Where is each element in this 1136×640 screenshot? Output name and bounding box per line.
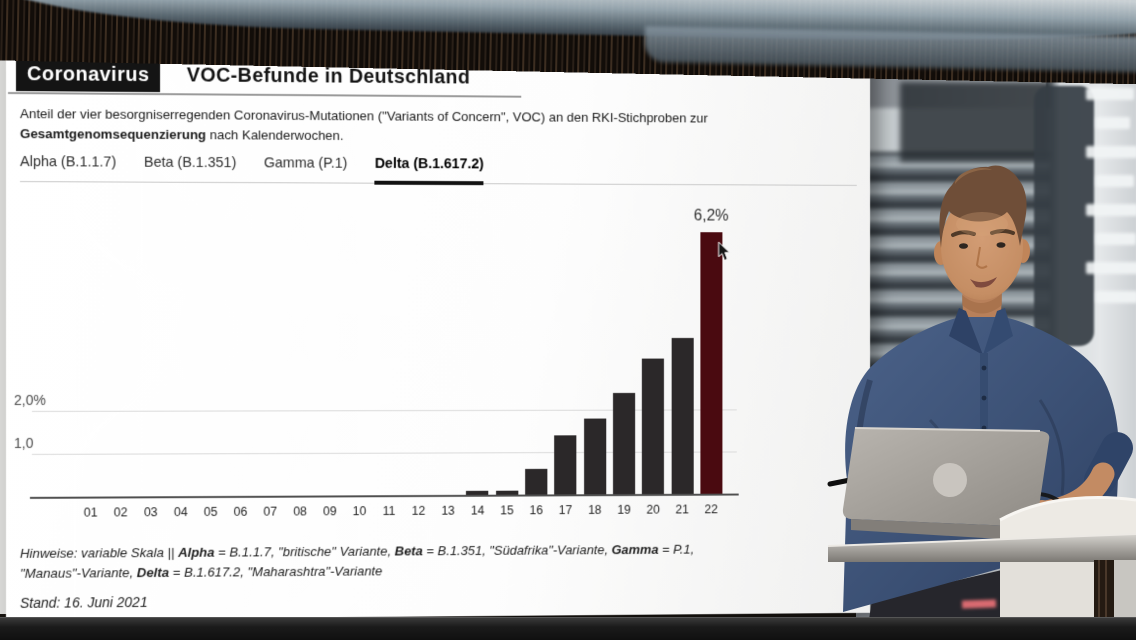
light-strip bbox=[1096, 117, 1130, 129]
footnote-text: Hinweise: variable Skala || bbox=[19, 544, 179, 561]
presenter-head bbox=[934, 165, 1030, 300]
x-tick-label: 14 bbox=[470, 503, 485, 518]
x-tick-label: 20 bbox=[646, 502, 660, 517]
light-strip bbox=[1086, 88, 1134, 100]
description-bold-term: Gesamtgenomsequenzierung bbox=[19, 125, 207, 142]
x-tick-label: 05 bbox=[203, 504, 218, 519]
red-marker bbox=[961, 599, 997, 609]
header-underline bbox=[7, 92, 522, 98]
bar-week-18 bbox=[583, 418, 606, 495]
x-tick-label: 09 bbox=[322, 504, 337, 519]
laptop bbox=[842, 427, 1050, 541]
light-strip bbox=[1086, 262, 1136, 274]
panel-left-edge bbox=[0, 56, 9, 614]
x-tick-label: 18 bbox=[588, 503, 602, 517]
bar-week-19 bbox=[612, 392, 636, 495]
studio-monitor-silhouette bbox=[1034, 86, 1094, 346]
x-tick-label: 06 bbox=[233, 504, 248, 519]
x-tick-label: 17 bbox=[558, 503, 573, 518]
studio-dark-panel bbox=[900, 82, 1050, 162]
chart-board: Coronavirus VOC-Befunde in Deutschland A… bbox=[6, 54, 871, 620]
x-tick-label: 02 bbox=[113, 505, 128, 520]
x-tick-label: 21 bbox=[675, 502, 689, 517]
studio-floor-band bbox=[0, 617, 1136, 640]
x-tick-label: 03 bbox=[143, 505, 158, 520]
light-strip bbox=[1086, 146, 1136, 158]
footnote-variant-name: Beta bbox=[394, 543, 423, 559]
tab-delta[interactable]: Delta (B.1.617.2) bbox=[374, 155, 484, 186]
bar-week-17 bbox=[554, 435, 577, 495]
bar-week-20 bbox=[642, 358, 665, 494]
footnote-text: = B.1.617.2, "Maharashtra"-Variante bbox=[169, 563, 383, 580]
light-strip bbox=[1096, 291, 1136, 303]
y-axis-label: 1,0 bbox=[13, 434, 34, 451]
bar-week-14 bbox=[466, 490, 489, 495]
bar-week-16 bbox=[525, 469, 548, 495]
footnote: Hinweise: variable Skala || Alpha = B.1.… bbox=[20, 540, 727, 584]
cursor-icon bbox=[718, 242, 733, 262]
x-tick-label: 19 bbox=[617, 502, 631, 517]
footnote-text: = B.1.1.7, "britische" Variante, bbox=[214, 543, 395, 560]
light-strip bbox=[1096, 233, 1136, 245]
presenter-photo bbox=[827, 165, 1136, 639]
footnote-variant-name: Gamma bbox=[611, 541, 659, 558]
date-stamp: Stand: 16. Juni 2021 bbox=[19, 593, 148, 611]
x-tick-label: 13 bbox=[441, 503, 455, 518]
description-text-end: nach Kalenderwochen. bbox=[206, 127, 344, 143]
footnote-variant-name: Delta bbox=[136, 564, 170, 580]
bar-week-15 bbox=[495, 490, 519, 495]
x-tick-label: 07 bbox=[263, 504, 278, 519]
chart-description: Anteil der vier besorgniserregenden Coro… bbox=[20, 104, 752, 148]
x-tick-label: 12 bbox=[411, 503, 426, 518]
description-text: Anteil der vier besorgniserregenden Coro… bbox=[19, 106, 708, 126]
bar-plot: 2,0% 1,0 01 02 03 04 05 06 07 08 09 10 11 12 13 14 15 16 1… bbox=[6, 194, 870, 539]
footnote-text: = B.1.351, "Südafrika"-Variante, bbox=[422, 542, 612, 559]
x-tick-label: 04 bbox=[173, 505, 188, 520]
x-tick-label: 08 bbox=[293, 504, 307, 519]
light-strip bbox=[1096, 175, 1134, 187]
variant-tabs: Alpha (B.1.1.7) Beta (B.1.351) Gamma (P.1)… bbox=[19, 154, 857, 186]
tab-gamma[interactable]: Gamma (P.1) bbox=[263, 155, 348, 172]
x-axis-line bbox=[29, 493, 739, 499]
x-tick-label: 01 bbox=[83, 505, 98, 520]
bar-week-22 bbox=[700, 232, 723, 494]
y-axis-label: 2,0% bbox=[13, 391, 46, 408]
x-tick-label: 15 bbox=[500, 503, 514, 518]
topic-kicker: Coronavirus bbox=[15, 60, 161, 93]
x-tick-label: 22 bbox=[704, 502, 718, 517]
light-strip bbox=[1086, 204, 1136, 216]
x-tick-label: 10 bbox=[352, 504, 367, 519]
x-tick-label: 16 bbox=[529, 503, 543, 518]
laptop-logo-icon bbox=[933, 463, 967, 497]
bar-week-21 bbox=[671, 337, 694, 494]
footnote-variant-name: Alpha bbox=[178, 544, 215, 560]
top-value-label: 6,2% bbox=[693, 208, 729, 225]
tab-beta[interactable]: Beta (B.1.351) bbox=[143, 154, 237, 172]
x-tick-label: 11 bbox=[382, 504, 396, 518]
tab-alpha[interactable]: Alpha (B.1.1.7) bbox=[19, 154, 117, 171]
